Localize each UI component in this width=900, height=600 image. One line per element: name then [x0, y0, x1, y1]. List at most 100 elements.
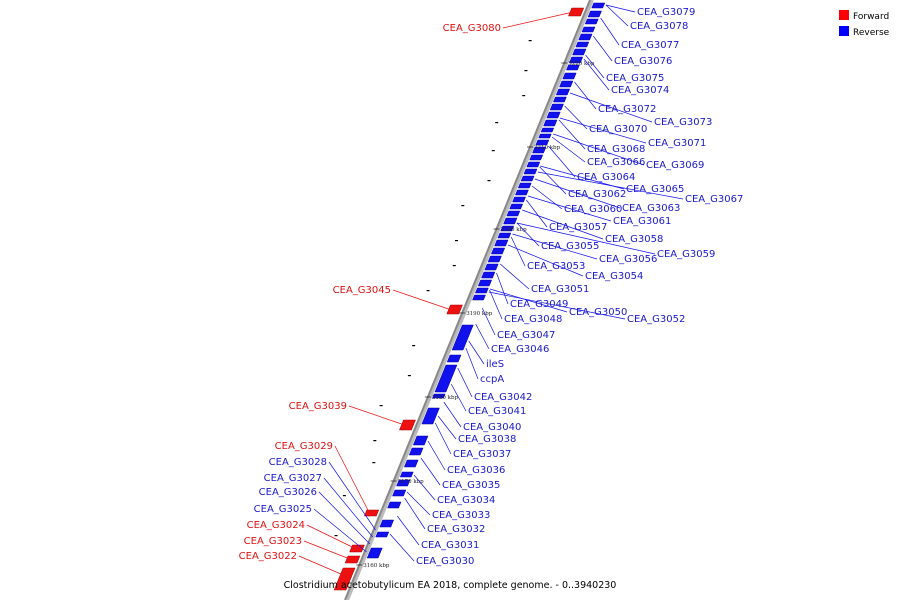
legend-reverse-swatch [839, 26, 849, 36]
reverse-gene-label: CEA_G3051 [531, 284, 589, 295]
tick-label: 3210 kbp [534, 145, 561, 151]
reverse-label-leader [404, 497, 426, 530]
minor-feature-mark [495, 122, 499, 124]
reverse-gene-block [487, 255, 502, 263]
reverse-label-leader [457, 367, 473, 398]
genome-backbone [344, 0, 594, 600]
reverse-gene-block [497, 232, 512, 239]
tick-label: 3170 kbp [398, 479, 425, 485]
minor-feature-mark [461, 205, 465, 207]
reverse-left-label-leader [323, 477, 373, 538]
reverse-gene-label: CEA_G3069 [646, 160, 704, 171]
reverse-gene-block [540, 127, 555, 133]
reverse-gene-label-left: CEA_G3027 [264, 473, 322, 484]
reverse-label-leader [516, 222, 540, 247]
tick-label: 3220 kbp [568, 61, 595, 67]
forward-gene-block [399, 419, 416, 431]
minor-feature-mark [426, 290, 430, 292]
forward-gene-label: CEA_G3024 [247, 520, 305, 531]
reverse-gene-label: CEA_G3057 [549, 222, 607, 233]
reverse-label-leader [450, 383, 467, 412]
reverse-gene-block [484, 263, 499, 271]
forward-label-leader [298, 555, 344, 576]
reverse-gene-block [477, 279, 493, 287]
reverse-gene-block [446, 354, 462, 363]
reverse-label-leader [526, 199, 548, 228]
reverse-gene-label: CEA_G3079 [637, 7, 695, 18]
reverse-gene-block [434, 364, 458, 393]
forward-label-leader [348, 405, 405, 426]
reverse-label-leader [531, 185, 563, 210]
reverse-gene-block [587, 10, 602, 18]
reverse-gene-label: CEA_G3046 [491, 344, 549, 355]
reverse-label-leader [489, 289, 503, 320]
tick-label: 3200 kbp [500, 227, 527, 233]
reverse-label-leader [593, 35, 613, 62]
reverse-gene-label: CEA_G3040 [463, 422, 521, 433]
reverse-gene-label: CEA_G3050 [569, 307, 627, 318]
reverse-gene-block [474, 287, 489, 294]
reverse-label-leader [389, 533, 415, 562]
reverse-gene-label: CEA_G3059 [657, 249, 715, 260]
reverse-label-leader [488, 291, 626, 320]
reverse-label-leader [522, 209, 604, 240]
reverse-gene-label: CEA_G3058 [605, 234, 663, 245]
feature-labels: CEA_G3079 CEA_G3078 CEA_G3077 CEA_G3076 CEA_… [239, 4, 743, 576]
forward-label-leader [502, 11, 574, 29]
reverse-gene-block [526, 161, 541, 168]
minor-feature-mark [379, 405, 383, 407]
reverse-gene-block [538, 133, 552, 139]
minor-feature-mark [412, 345, 416, 347]
reverse-label-leader [569, 92, 653, 123]
reverse-gene-block [546, 111, 561, 119]
minor-feature-mark [524, 70, 528, 72]
reverse-gene-label: CEA_G3038 [458, 434, 516, 445]
legend-forward-label: Forward [853, 12, 889, 22]
reverse-left-label-leader [318, 491, 371, 545]
forward-gene-block [446, 304, 463, 315]
reverse-gene-label: CEA_G3062 [568, 189, 626, 200]
reverse-gene-block [529, 154, 544, 161]
reverse-label-leader [413, 474, 436, 501]
reverse-gene-label: CEA_G3049 [510, 299, 568, 310]
reverse-gene-block [515, 189, 529, 196]
minor-feature-mark [522, 95, 526, 97]
reverse-gene-block [520, 175, 535, 182]
reverse-gene-label: CEA_G3047 [497, 330, 555, 341]
forward-gene-block [363, 509, 380, 517]
reverse-gene-block [591, 2, 606, 9]
reverse-gene-block [490, 247, 506, 255]
reverse-gene-label: CEA_G3073 [654, 117, 712, 128]
minor-feature-mark [407, 375, 411, 377]
reverse-gene-label: CEA_G3033 [432, 510, 490, 521]
reverse-gene-label: CEA_G3065 [626, 184, 684, 195]
reverse-label-leader [558, 119, 586, 150]
reverse-gene-block [523, 168, 538, 175]
reverse-label-leader [585, 54, 605, 79]
reverse-gene-block [568, 56, 584, 64]
forward-gene-label: CEA_G3080 [443, 23, 501, 34]
reverse-gene-label: CEA_G3066 [587, 157, 645, 168]
reverse-label-leader [510, 236, 526, 267]
reverse-gene-block [552, 96, 567, 103]
reverse-gene-block [412, 435, 429, 446]
minor-feature-mark [342, 495, 346, 497]
forward-gene-label: CEA_G3023 [244, 536, 302, 547]
reverse-label-leader [475, 323, 490, 350]
reverse-label-leader [512, 233, 598, 260]
reverse-gene-block [396, 479, 411, 487]
reverse-label-leader [496, 272, 509, 305]
reverse-label-leader [605, 4, 636, 13]
reverse-gene-block [559, 80, 574, 88]
reverse-gene-label: CEA_G3042 [474, 392, 532, 403]
forward-label-leader [303, 540, 350, 560]
reverse-gene-block [494, 239, 509, 247]
reverse-gene-block [575, 41, 590, 48]
reverse-label-leader [507, 244, 584, 277]
reverse-label-leader [548, 145, 576, 178]
reverse-gene-label: CEA_G3034 [437, 495, 495, 506]
reverse-label-leader [534, 178, 621, 209]
forward-gene-label: CEA_G3045 [333, 285, 391, 296]
reverse-gene-block [572, 48, 587, 56]
feature-track [333, 2, 606, 591]
